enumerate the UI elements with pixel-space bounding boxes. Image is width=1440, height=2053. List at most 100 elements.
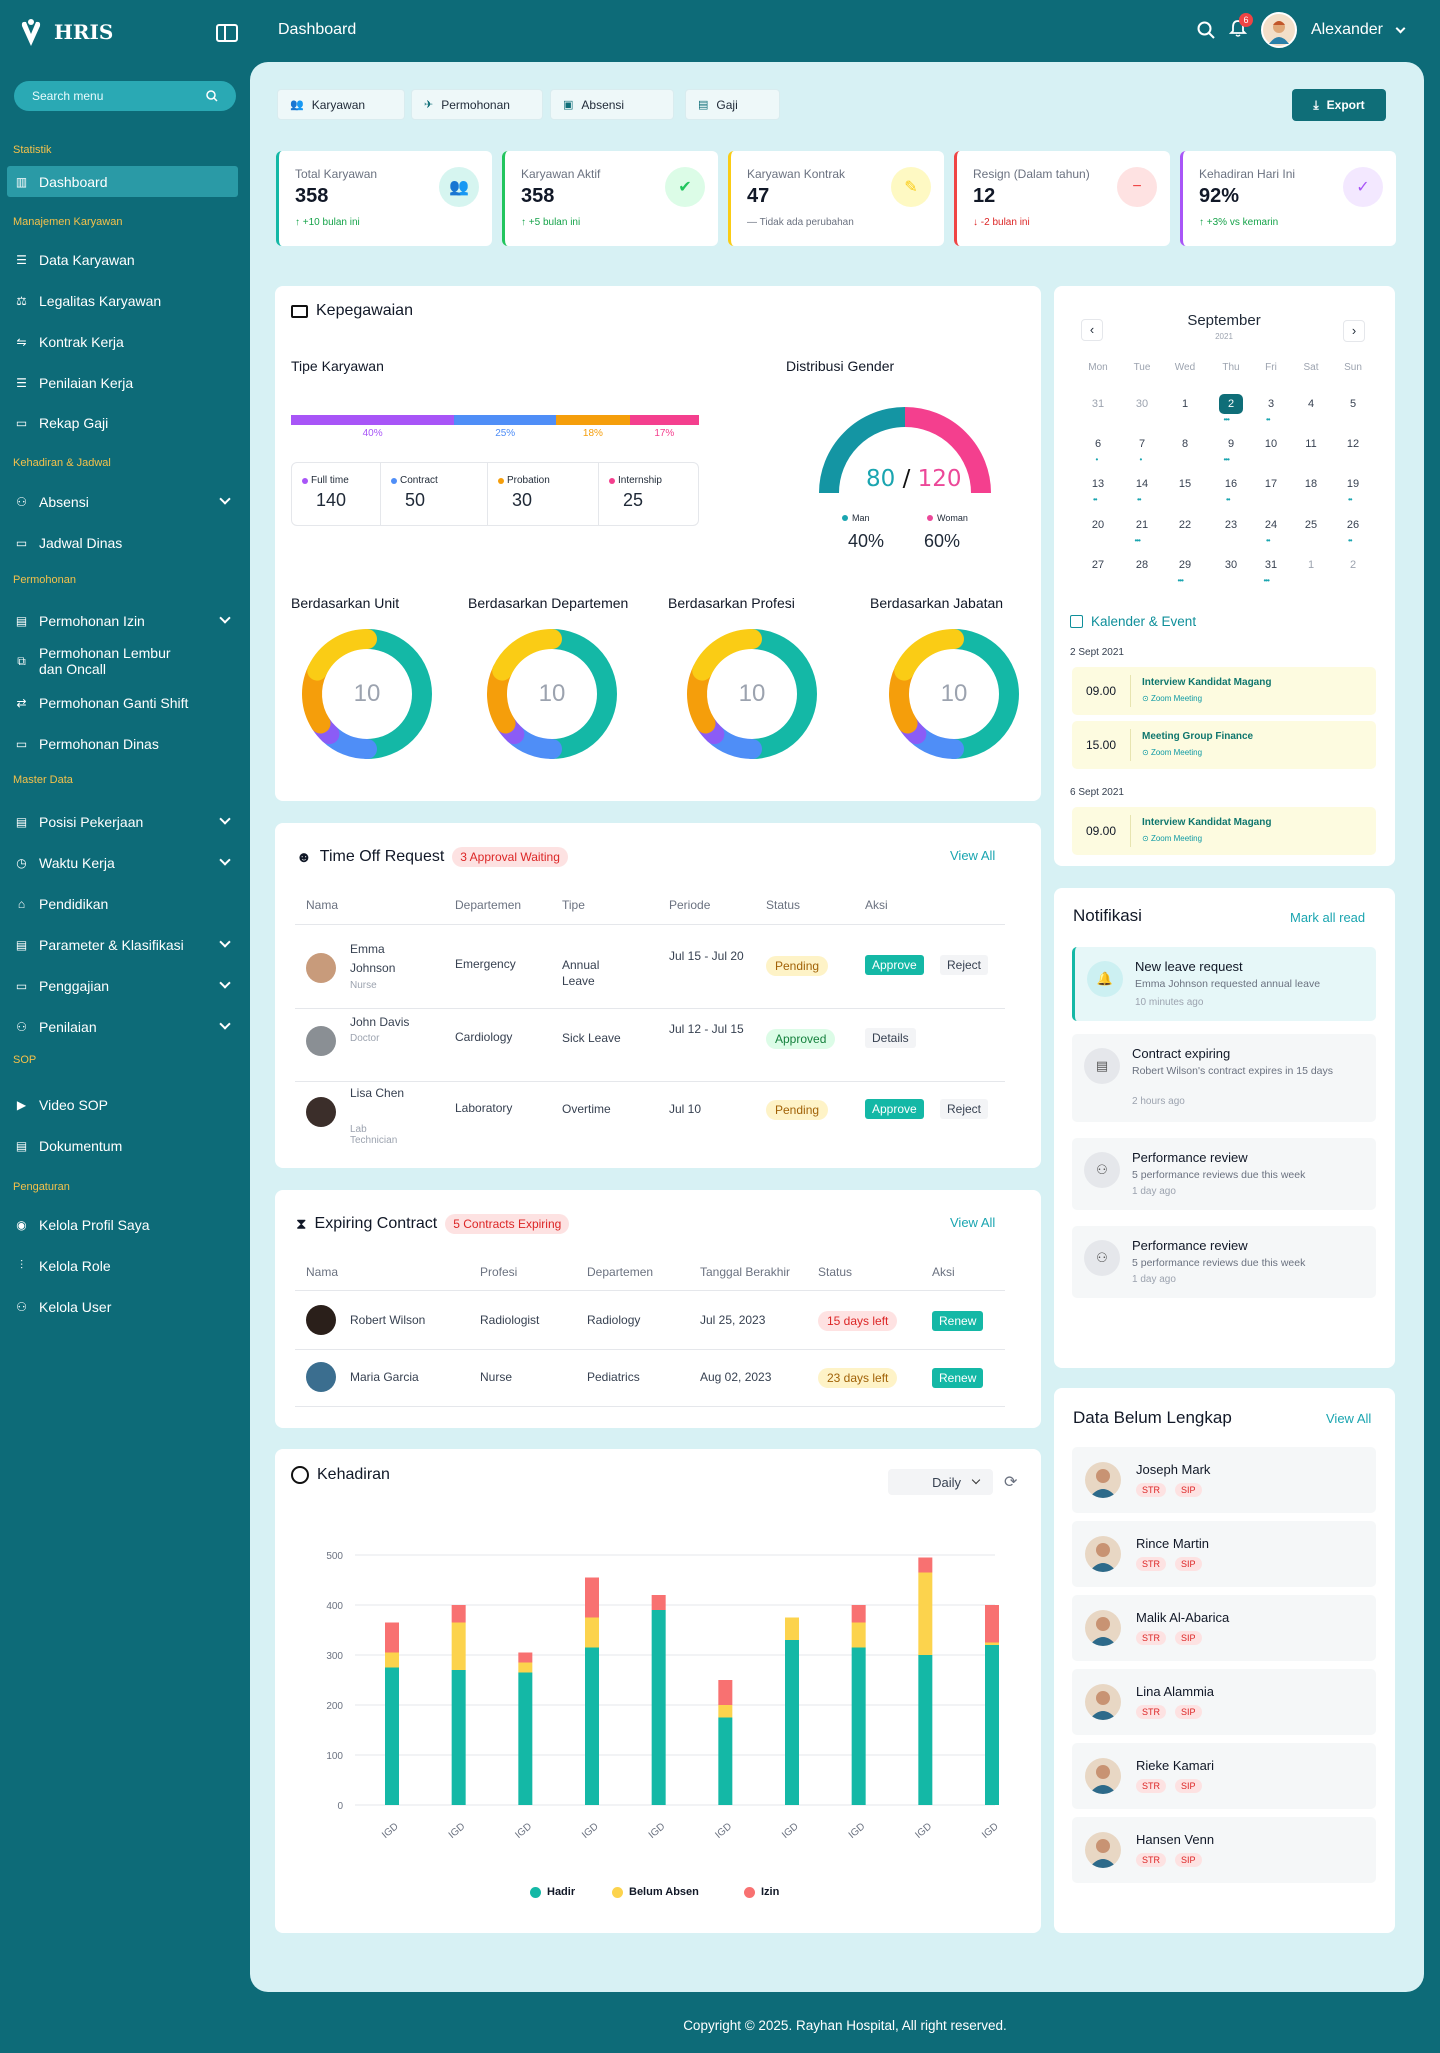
- approve-button[interactable]: Approve: [865, 955, 924, 975]
- calendar-day[interactable]: 25: [1304, 519, 1318, 531]
- calendar-day[interactable]: 16: [1224, 478, 1238, 490]
- calendar-day[interactable]: 6: [1094, 438, 1102, 450]
- calendar-day[interactable]: 12: [1346, 438, 1360, 450]
- calendar-day[interactable]: 24: [1264, 519, 1278, 531]
- calendar-day[interactable]: 26: [1346, 519, 1360, 531]
- incomplete-person[interactable]: Malik Al-Abarica STR SIP: [1072, 1595, 1376, 1661]
- sidebar-item[interactable]: ▤ Parameter & Klasifikasi: [7, 929, 238, 960]
- calendar-day[interactable]: 9: [1227, 438, 1235, 450]
- notification-item[interactable]: 🔔 New leave request Emma Johnson requested…: [1072, 947, 1376, 1021]
- approve-button[interactable]: Approve: [865, 1099, 924, 1119]
- search-input[interactable]: Search menu: [14, 81, 236, 111]
- calendar-day[interactable]: 21: [1135, 519, 1149, 531]
- renew-button[interactable]: Renew: [932, 1368, 984, 1388]
- calendar-day[interactable]: 15: [1178, 478, 1192, 490]
- calendar-day[interactable]: 14: [1135, 478, 1149, 490]
- calendar-day[interactable]: 31: [1091, 398, 1105, 410]
- tipe-cell: Probation 30: [488, 463, 599, 525]
- contract-view-all[interactable]: View All: [950, 1215, 996, 1230]
- calendar-day[interactable]: 28: [1135, 559, 1149, 571]
- calendar-day[interactable]: 2: [1219, 394, 1243, 414]
- sidebar-item[interactable]: ⧉ Permohonan Lembur dan Oncall: [7, 640, 238, 682]
- calendar-next-button[interactable]: ›: [1343, 320, 1365, 342]
- calendar-day[interactable]: 22: [1178, 519, 1192, 531]
- calendar-day[interactable]: 29: [1178, 559, 1192, 571]
- calendar-day[interactable]: 30: [1135, 398, 1149, 410]
- incomplete-person[interactable]: Joseph Mark STR SIP: [1072, 1447, 1376, 1513]
- renew-button[interactable]: Renew: [932, 1311, 984, 1331]
- calendar-day[interactable]: 11: [1305, 438, 1317, 450]
- sidebar-item[interactable]: ▭ Rekap Gaji: [7, 407, 238, 438]
- calendar-day[interactable]: 1: [1307, 559, 1315, 571]
- sidebar-item[interactable]: ⫶ Kelola Role: [7, 1250, 238, 1281]
- sidebar-item[interactable]: ⌂ Pendidikan: [7, 888, 238, 919]
- sidebar-item[interactable]: ▤ Dokumentum: [7, 1130, 238, 1161]
- export-button[interactable]: ⤓ Export: [1292, 89, 1386, 121]
- calendar-day[interactable]: 7: [1138, 438, 1146, 450]
- sidebar-toggle-icon[interactable]: [216, 24, 238, 42]
- sidebar-item[interactable]: ☰ Data Karyawan: [7, 244, 238, 275]
- calendar-day[interactable]: 20: [1091, 519, 1105, 531]
- notification-item[interactable]: ⚇ Performance review 5 performance reviews…: [1072, 1226, 1376, 1298]
- incomplete-person[interactable]: Hansen Venn STR SIP: [1072, 1817, 1376, 1883]
- incomplete-view-all[interactable]: View All: [1326, 1411, 1372, 1426]
- calendar-prev-button[interactable]: ‹: [1081, 319, 1103, 341]
- calendar-day[interactable]: 3: [1267, 398, 1275, 410]
- refresh-icon[interactable]: ⟳: [1004, 1474, 1018, 1491]
- notification-bell[interactable]: 6: [1228, 12, 1253, 42]
- sidebar-item[interactable]: ⇋ Kontrak Kerja: [7, 326, 238, 357]
- incomplete-person[interactable]: Lina Alammia STR SIP: [1072, 1669, 1376, 1735]
- calendar-day[interactable]: 13: [1091, 478, 1105, 490]
- calendar-day[interactable]: 27: [1091, 559, 1105, 571]
- calendar-day[interactable]: 19: [1346, 478, 1360, 490]
- calendar-day[interactable]: 31: [1264, 559, 1278, 571]
- sidebar-item[interactable]: ▥ Dashboard: [7, 166, 238, 197]
- incomplete-person[interactable]: Rince Martin STR SIP: [1072, 1521, 1376, 1587]
- tab-gaji[interactable]: ▤ Gaji: [685, 89, 780, 120]
- chevron-down-icon[interactable]: [1395, 23, 1406, 33]
- calendar-day[interactable]: 2: [1349, 559, 1357, 571]
- timeoff-view-all[interactable]: View All: [950, 848, 996, 863]
- notification-item[interactable]: ⚇ Performance review 5 performance reviews…: [1072, 1138, 1376, 1210]
- sidebar-item[interactable]: ▭ Penggajian: [7, 970, 238, 1001]
- tab-absensi[interactable]: ▣ Absensi: [550, 89, 674, 120]
- sidebar-item[interactable]: ▭ Jadwal Dinas: [7, 527, 238, 558]
- sidebar-item[interactable]: ▶ Video SOP: [7, 1089, 238, 1120]
- calendar-day[interactable]: 18: [1304, 478, 1318, 490]
- sidebar-item[interactable]: ⚇ Kelola User: [7, 1291, 238, 1322]
- sidebar-item[interactable]: ▭ Permohonan Dinas: [7, 728, 238, 759]
- notification-item[interactable]: ▤ Contract expiring Robert Wilson's contra…: [1072, 1034, 1376, 1122]
- sidebar-item[interactable]: ⚇ Absensi: [7, 486, 238, 517]
- reject-button[interactable]: Reject: [940, 1099, 989, 1119]
- calendar-day[interactable]: 10: [1264, 438, 1278, 450]
- sidebar-item[interactable]: ⚇ Penilaian: [7, 1011, 238, 1042]
- calendar-day[interactable]: 30: [1224, 559, 1238, 571]
- sidebar-item[interactable]: ◉ Kelola Profil Saya: [7, 1209, 238, 1240]
- calendar-day[interactable]: 4: [1307, 398, 1315, 410]
- event-item[interactable]: 09.00 Interview Kandidat Magang ⊙ Zoom Mee…: [1072, 667, 1376, 715]
- avatar[interactable]: [1260, 12, 1297, 48]
- sidebar-item[interactable]: ⇄ Permohonan Ganti Shift: [7, 687, 238, 718]
- sidebar-item[interactable]: ⚖ Legalitas Karyawan: [7, 285, 238, 316]
- details-button[interactable]: Details: [865, 1028, 916, 1048]
- sidebar-item[interactable]: ☰ Penilaian Kerja: [7, 367, 238, 398]
- app-logo[interactable]: HRIS: [18, 18, 113, 46]
- tab-karyawan[interactable]: 👥 Karyawan: [277, 89, 405, 120]
- tab-permohonan[interactable]: ✈ Permohonan: [411, 89, 543, 120]
- calendar-day[interactable]: 8: [1181, 438, 1189, 450]
- calendar-day[interactable]: 5: [1349, 398, 1357, 410]
- sidebar-item[interactable]: ▤ Posisi Pekerjaan: [7, 806, 238, 837]
- reject-button[interactable]: Reject: [940, 955, 989, 975]
- event-item[interactable]: 15.00 Meeting Group Finance ⊙ Zoom Meeting: [1072, 721, 1376, 769]
- search-icon[interactable]: [1197, 21, 1215, 39]
- incomplete-person[interactable]: Rieke Kamari STR SIP: [1072, 1743, 1376, 1809]
- user-name[interactable]: Alexander: [1310, 21, 1383, 38]
- mark-all-read-button[interactable]: Mark all read: [1290, 910, 1366, 925]
- calendar-day[interactable]: 1: [1181, 398, 1189, 410]
- sidebar-item[interactable]: ▤ Permohonan Izin: [7, 605, 238, 636]
- period-select[interactable]: Daily: [888, 1469, 993, 1495]
- sidebar-item[interactable]: ◷ Waktu Kerja: [7, 847, 238, 878]
- calendar-day[interactable]: 23: [1224, 519, 1238, 531]
- event-item[interactable]: 09.00 Interview Kandidat Magang ⊙ Zoom Mee…: [1072, 807, 1376, 855]
- calendar-day[interactable]: 17: [1264, 478, 1278, 490]
